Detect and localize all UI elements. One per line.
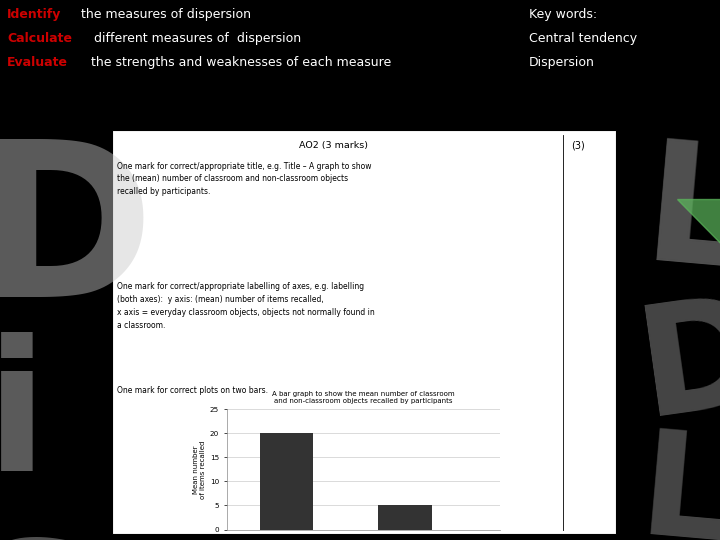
Text: Dispersion: Dispersion <box>529 56 595 69</box>
Bar <box>259 433 313 530</box>
Text: Calculate: Calculate <box>7 32 72 45</box>
Text: One mark for correct/appropriate labelling of axes, e.g. labelling
(both axes): : One mark for correct/appropriate labelli… <box>117 282 375 330</box>
Text: D: D <box>0 132 153 341</box>
Text: i: i <box>0 332 48 508</box>
Text: L: L <box>637 132 720 304</box>
Text: Key words:: Key words: <box>529 8 598 21</box>
Text: L: L <box>634 423 720 540</box>
Text: (3): (3) <box>572 141 585 151</box>
Text: One mark for correct/appropriate title, e.g. Title – A graph to show
the (mean) : One mark for correct/appropriate title, … <box>117 161 372 197</box>
Text: s: s <box>0 498 94 540</box>
Text: different measures of  dispersion: different measures of dispersion <box>90 32 301 45</box>
Polygon shape <box>677 199 720 257</box>
Text: Central tendency: Central tendency <box>529 32 637 45</box>
Text: the measures of dispersion: the measures of dispersion <box>77 8 251 21</box>
Text: Identify: Identify <box>7 8 62 21</box>
Y-axis label: Mean number
of items recalled: Mean number of items recalled <box>193 440 206 498</box>
Bar <box>379 505 432 530</box>
FancyBboxPatch shape <box>112 131 616 534</box>
Text: D: D <box>630 282 720 448</box>
Text: Exam question: Exam question <box>261 87 459 112</box>
Text: the strengths and weaknesses of each measure: the strengths and weaknesses of each mea… <box>83 56 391 69</box>
Title: A bar graph to show the mean number of classroom
and non-classroom objects recal: A bar graph to show the mean number of c… <box>272 391 455 404</box>
Text: AO2 (3 marks): AO2 (3 marks) <box>299 141 368 150</box>
Text: One mark for correct plots on two bars.: One mark for correct plots on two bars. <box>117 386 269 395</box>
Text: Evaluate: Evaluate <box>7 56 68 69</box>
